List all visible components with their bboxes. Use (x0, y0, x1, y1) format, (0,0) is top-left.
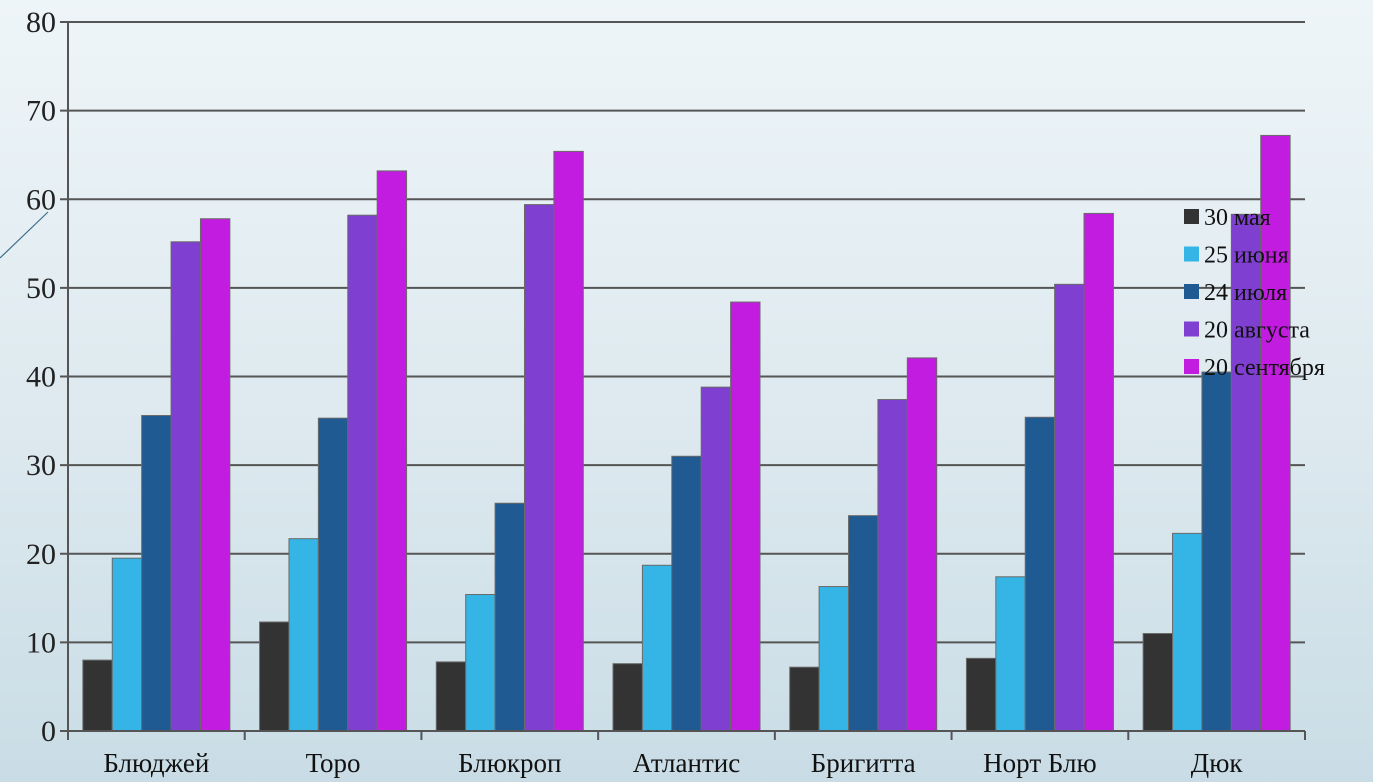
y-tick-label: 30 (26, 449, 56, 482)
bar-5-5 (906, 357, 938, 732)
legend-swatch (1184, 209, 1199, 224)
bar-2-7 (1172, 532, 1203, 732)
x-tick-label: Торо (306, 748, 361, 778)
bar-2-6 (995, 576, 1026, 732)
x-tick-label: Бригитта (811, 748, 916, 778)
bar-5-2 (376, 170, 408, 732)
bar-3-1 (141, 414, 172, 732)
legend-label: 30 мая (1204, 205, 1271, 231)
legend-swatch (1184, 359, 1199, 374)
x-tick-label: Атлантис (633, 748, 740, 778)
y-tick-label: 20 (26, 538, 56, 571)
bar-1-2 (259, 621, 290, 732)
legend-label: 24 июля (1204, 280, 1287, 306)
x-tick-label: Норт Блю (983, 748, 1096, 778)
bar-5-3 (553, 150, 584, 732)
bar-5-1 (199, 218, 231, 732)
y-tick-label: 50 (26, 272, 56, 305)
decorative-diagonal-line (0, 211, 49, 259)
bar-1-1 (82, 659, 113, 732)
bar-4-3 (523, 204, 555, 732)
bar-3-6 (1024, 416, 1056, 732)
bar-2-4 (641, 564, 673, 732)
legend: 30 мая 25 июня 24 июля 20 августа 20 сентябр… (1184, 205, 1325, 381)
y-tick-label: 70 (26, 95, 56, 128)
bar-1-4 (612, 663, 643, 732)
bar-4-1 (170, 241, 201, 732)
bar-2-1 (111, 557, 143, 732)
bar-3-4 (671, 455, 702, 732)
legend-swatch (1184, 321, 1199, 337)
x-tick-label: Дюк (1191, 748, 1244, 778)
bar-3-5 (848, 515, 879, 732)
bar-1-5 (789, 666, 820, 732)
y-tick-label: 80 (26, 6, 56, 39)
bar-1-6 (965, 657, 997, 732)
legend-swatch (1184, 246, 1199, 262)
legend-label: 20 августа (1204, 318, 1310, 344)
y-tick-label: 0 (41, 715, 56, 748)
bar-3-7 (1201, 371, 1232, 732)
y-tick-label: 60 (26, 183, 56, 216)
bar-5-6 (1083, 212, 1114, 732)
bar-4-4 (700, 386, 732, 732)
bar-5-7 (1260, 134, 1291, 732)
bar-4-2 (347, 214, 378, 732)
bar-1-7 (1142, 633, 1174, 732)
bar-4-6 (1054, 283, 1085, 732)
x-tick-label: Блюджей (103, 748, 209, 778)
y-tick-label: 10 (26, 626, 56, 659)
legend-swatch (1184, 284, 1199, 299)
bar-3-2 (317, 417, 349, 732)
bar-2-5 (818, 586, 850, 732)
y-tick-label: 40 (26, 361, 56, 394)
bar-5-4 (730, 301, 761, 732)
bar-1-3 (435, 661, 467, 732)
x-axis: Блюджей Торо Блюкроп Атлантис Бригитта Норт Б… (67, 730, 1306, 778)
bar-3-3 (494, 502, 525, 732)
legend-label: 25 июня (1204, 243, 1289, 269)
bar-4-5 (877, 399, 908, 732)
x-tick-label: Блюкроп (458, 748, 561, 778)
y-axis: 0 10 20 30 40 50 60 70 80 (26, 6, 69, 748)
legend-label: 20 сентября (1204, 355, 1325, 381)
bars (82, 134, 1291, 732)
bar-2-3 (465, 594, 496, 732)
bar-2-2 (288, 538, 319, 732)
